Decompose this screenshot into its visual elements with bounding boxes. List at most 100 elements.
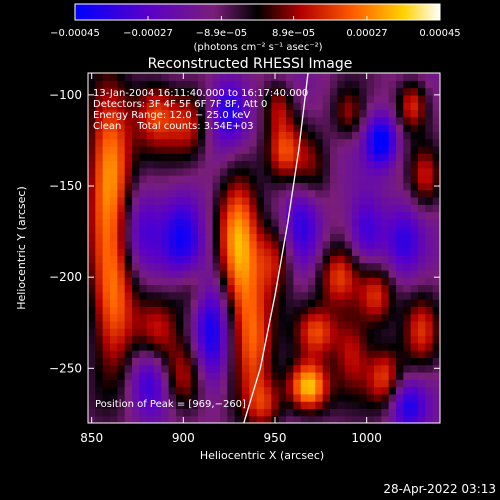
heatmap-cell [242, 269, 250, 278]
heatmap-cell [352, 204, 360, 213]
heatmap-cell [124, 350, 133, 358]
heatmap-cell [190, 255, 199, 264]
heatmap-cell [110, 393, 118, 402]
heatmap-cell [300, 175, 309, 183]
heatmap-cell [88, 371, 96, 380]
heatmap-cell [220, 175, 228, 183]
heatmap-cell [227, 218, 236, 227]
heatmap-cell [256, 255, 265, 264]
heatmap-cell [161, 73, 170, 81]
heatmap-cell [95, 408, 104, 417]
heatmap-cell [418, 357, 426, 366]
heatmap-cell [212, 138, 221, 147]
heatmap-cell [330, 94, 338, 103]
heatmap-cell [410, 248, 419, 256]
heatmap-cell [227, 262, 236, 271]
heatmap-cell [330, 386, 338, 395]
heatmap-cell [352, 102, 360, 111]
heatmap-cell [396, 240, 404, 249]
heatmap-cell [344, 160, 353, 169]
heatmap-cell [102, 102, 111, 111]
heatmap-cell [366, 291, 375, 300]
heatmap-cell [88, 401, 96, 410]
heatmap-cell [410, 233, 419, 242]
heatmap-cell [117, 393, 126, 402]
heatmap-cell [432, 226, 440, 235]
heatmap-cell [117, 313, 126, 322]
heatmap-cell [212, 175, 221, 183]
heatmap-cell [322, 415, 331, 423]
heatmap-cell [403, 284, 412, 293]
heatmap-cell [146, 233, 155, 242]
heatmap-cell [256, 138, 265, 147]
heatmap-cell [388, 116, 397, 125]
heatmap-cell [227, 94, 236, 103]
heatmap-cell [220, 167, 228, 176]
heatmap-cell [227, 145, 236, 154]
heatmap-cell [242, 248, 250, 256]
heatmap-cell [344, 189, 353, 198]
heatmap-cell [205, 291, 214, 300]
heatmap-cell [161, 320, 170, 329]
heatmap-cell [264, 109, 272, 118]
heatmap-cell [381, 124, 390, 132]
heatmap-cell [95, 328, 104, 337]
heatmap-cell [205, 94, 214, 103]
heatmap-cell [322, 306, 331, 315]
heatmap-cell [168, 116, 177, 125]
heatmap-cell [190, 364, 199, 373]
heatmap-cell [95, 175, 104, 183]
heatmap-cell [132, 401, 140, 410]
heatmap-cell [337, 277, 346, 286]
heatmap-cell [242, 153, 250, 162]
heatmap-cell [337, 350, 346, 358]
heatmap-cell [293, 357, 302, 366]
heatmap-cell [212, 248, 221, 256]
heatmap-cell [249, 182, 258, 191]
heatmap-cell [117, 182, 126, 191]
heatmap-cell [403, 335, 412, 344]
heatmap-cell [161, 393, 170, 402]
heatmap-cell [300, 313, 309, 322]
heatmap-cell [300, 262, 309, 271]
heatmap-cell [403, 401, 412, 410]
heatmap-cell [286, 357, 294, 366]
heatmap-cell [315, 204, 324, 213]
heatmap-cell [146, 364, 155, 373]
heatmap-cell [374, 393, 382, 402]
heatmap-cell [352, 335, 360, 344]
heatmap-cell [227, 299, 236, 307]
heatmap-cell [249, 145, 258, 154]
heatmap-cell [308, 328, 316, 337]
heatmap-cell [220, 393, 228, 402]
heatmap-cell [227, 342, 236, 351]
heatmap-cell [432, 109, 440, 118]
heatmap-cell [183, 371, 192, 380]
heatmap-cell [432, 393, 440, 402]
heatmap-cell [146, 116, 155, 125]
heatmap-cell [271, 357, 280, 366]
heatmap-cell [139, 145, 148, 154]
heatmap-cell [300, 277, 309, 286]
heatmap-cell [344, 342, 353, 351]
heatmap-cell [286, 87, 294, 96]
heatmap-cell [337, 116, 346, 125]
heatmap-cell [154, 277, 162, 286]
heatmap-cell [344, 255, 353, 264]
heatmap-cell [227, 284, 236, 293]
heatmap-cell [95, 145, 104, 154]
heatmap-cell [132, 386, 140, 395]
heatmap-cell [322, 371, 331, 380]
heatmap-cell [249, 415, 258, 423]
heatmap-cell [381, 204, 390, 213]
heatmap-cell [286, 364, 294, 373]
heatmap-cell [432, 299, 440, 307]
heatmap-cell [227, 401, 236, 410]
heatmap-cell [256, 284, 265, 293]
heatmap-cell [337, 342, 346, 351]
heatmap-cell [249, 255, 258, 264]
solar-limb-curve [243, 73, 309, 423]
heatmap-cell [300, 255, 309, 264]
heatmap-cell [388, 313, 397, 322]
heatmap-cell [117, 342, 126, 351]
